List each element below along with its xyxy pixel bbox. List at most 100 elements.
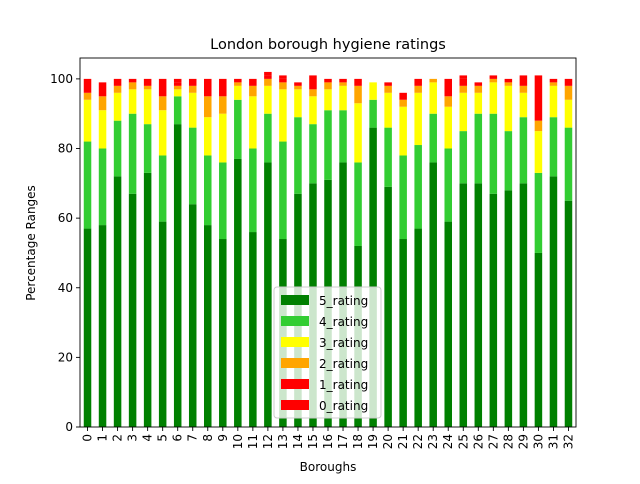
x-tick-label: 8 (201, 434, 215, 442)
bar-segment-1-rating-32 (564, 78, 573, 86)
bar-segment-4-rating-2 (113, 120, 122, 177)
bar-segment-4-rating-14 (294, 117, 302, 194)
legend-label: 0_rating (319, 399, 368, 413)
bar-segment-4-rating-30 (534, 172, 543, 253)
bar-segment-5-rating-31 (549, 176, 558, 427)
bar-segment-3-rating-7 (188, 92, 197, 128)
bar-segment-2-rating-14 (294, 85, 302, 90)
bar-segment-2-rating-9 (219, 96, 227, 114)
bar-segment-2-rating-24 (444, 96, 452, 107)
bar-segment-2-rating-10 (234, 82, 242, 86)
bar-segment-3-rating-0 (83, 99, 92, 142)
bar-segment-1-rating-3 (128, 78, 137, 83)
bar-segment-2-rating-6 (173, 85, 182, 90)
bar-segment-0-rating-12 (264, 71, 272, 76)
legend-swatch (281, 379, 309, 389)
bar-segment-1-rating-27 (489, 75, 498, 79)
bar-segment-1-rating-21 (399, 92, 407, 100)
legend-label: 1_rating (319, 378, 368, 392)
bar-segment-5-rating-10 (234, 158, 242, 428)
x-tick-label: 31 (546, 434, 560, 449)
x-tick-label: 26 (471, 434, 485, 449)
bar-segment-3-rating-11 (249, 96, 257, 149)
x-tick-label: 11 (246, 434, 260, 449)
bar-segment-1-rating-25 (459, 78, 468, 86)
x-tick-label: 12 (261, 434, 275, 449)
bar-segment-5-rating-7 (188, 204, 197, 427)
x-tick-label: 1 (96, 434, 110, 442)
bar-segment-1-rating-0 (83, 78, 92, 93)
bar-segment-2-rating-28 (504, 82, 513, 86)
x-tick-label: 15 (306, 434, 320, 449)
bar-segment-3-rating-13 (279, 89, 287, 142)
bar-segment-1-rating-2 (113, 78, 122, 86)
bar-segment-2-rating-23 (429, 78, 437, 83)
bar-segment-3-rating-22 (414, 92, 422, 146)
bar-segment-3-rating-20 (384, 92, 392, 128)
bar-segment-1-rating-24 (444, 78, 452, 97)
bar-segment-5-rating-6 (173, 124, 182, 427)
bar-segment-3-rating-14 (294, 89, 302, 118)
bar-segment-5-rating-4 (143, 172, 152, 427)
bar-segment-3-rating-19 (369, 82, 377, 100)
bar-segment-4-rating-4 (143, 124, 152, 173)
bar-segment-5-rating-21 (399, 239, 407, 427)
legend-swatch (281, 295, 309, 305)
bar-segment-0-rating-13 (279, 75, 287, 79)
bar-segment-2-rating-7 (188, 85, 197, 93)
bar-segment-1-rating-4 (143, 78, 152, 86)
x-tick-label: 29 (516, 434, 530, 449)
bar-segment-4-rating-15 (309, 124, 317, 184)
bar-segment-2-rating-18 (354, 85, 362, 104)
bar-segment-3-rating-8 (204, 117, 212, 156)
bar-segment-2-rating-0 (83, 92, 92, 100)
x-tick-label: 25 (456, 434, 470, 449)
bar-segment-3-rating-18 (354, 103, 362, 163)
bar-segment-2-rating-31 (549, 82, 558, 86)
bar-segment-4-rating-18 (354, 162, 362, 246)
bar-segment-1-rating-10 (234, 78, 242, 83)
x-axis-label: Boroughs (300, 460, 357, 474)
bar-segment-2-rating-2 (113, 85, 122, 93)
bar-segment-1-rating-15 (309, 75, 317, 90)
bar-segment-4-rating-22 (414, 145, 422, 229)
bar-segment-2-rating-3 (128, 82, 137, 90)
bar-segment-1-rating-20 (384, 82, 392, 86)
bar-segment-4-rating-29 (519, 117, 528, 184)
bar-segment-3-rating-26 (474, 92, 483, 114)
bar-segment-1-rating-11 (249, 78, 257, 86)
bar-segment-3-rating-3 (128, 89, 137, 114)
bar-segment-3-rating-4 (143, 89, 152, 125)
legend-swatch (281, 316, 309, 326)
bar-segment-3-rating-9 (219, 113, 227, 163)
bar-segment-5-rating-9 (219, 239, 227, 427)
bar-segment-1-rating-7 (188, 78, 197, 86)
bar-segment-0-rating-6 (173, 78, 182, 83)
bar-segment-1-rating-17 (339, 78, 347, 83)
bar-segment-4-rating-16 (324, 110, 332, 180)
x-tick-label: 14 (291, 434, 305, 449)
y-axis-label: Percentage Ranges (24, 185, 38, 301)
bar-segment-1-rating-1 (98, 82, 107, 97)
x-tick-label: 27 (486, 434, 500, 449)
x-tick-label: 23 (426, 434, 440, 449)
legend-label: 2_rating (319, 357, 368, 371)
bar-segment-4-rating-7 (188, 127, 197, 205)
bar-segment-2-rating-16 (324, 82, 332, 90)
bar-segment-5-rating-8 (204, 225, 212, 427)
x-tick-label: 2 (111, 434, 125, 442)
x-tick-label: 5 (156, 434, 170, 442)
bar-segment-4-rating-3 (128, 113, 137, 194)
bar-segment-2-rating-8 (204, 96, 212, 118)
bar-segment-3-rating-15 (309, 96, 317, 125)
chart-title: London borough hygiene ratings (210, 37, 446, 53)
bar-segment-5-rating-20 (384, 186, 392, 427)
y-tick-label: 80 (58, 142, 73, 156)
x-tick-label: 3 (126, 434, 140, 442)
bar-segment-3-rating-10 (234, 85, 242, 100)
x-tick-label: 10 (231, 434, 245, 449)
bar-segment-5-rating-26 (474, 183, 483, 427)
bar-segment-4-rating-24 (444, 148, 452, 222)
bar-segment-1-rating-31 (549, 78, 558, 83)
